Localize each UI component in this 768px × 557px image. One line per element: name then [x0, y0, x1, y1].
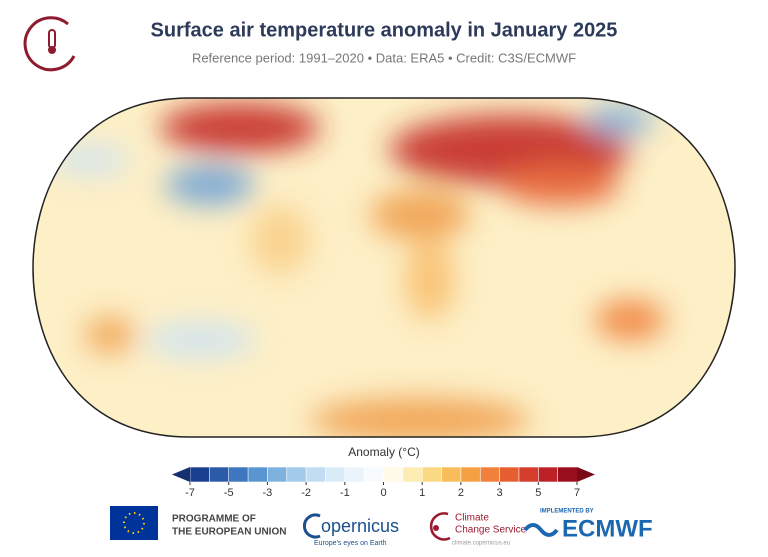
color-box [305, 466, 327, 483]
color-box [267, 466, 288, 483]
map-border [32, 97, 736, 438]
color-box [499, 466, 520, 483]
color-box [421, 466, 443, 483]
c3s-url: climate.copernicus.eu [452, 541, 510, 547]
color-box [557, 466, 578, 483]
tick-label: -3 [263, 487, 273, 499]
color-box [228, 466, 249, 483]
color-box [209, 466, 230, 483]
tick-label: 7 [574, 487, 580, 499]
tick-label: -1 [340, 487, 350, 499]
copernicus-tagline: Europe's eyes on Earth [314, 540, 387, 547]
over-triangle [577, 467, 595, 482]
copernicus-name: opernicus [321, 516, 399, 536]
color-box [518, 466, 539, 483]
eu-line2: THE EUROPEAN UNION [172, 527, 286, 538]
tick-label: 5 [535, 487, 541, 499]
color-box [383, 466, 404, 483]
logo-top [23, 16, 76, 72]
tick-label: 1 [419, 487, 425, 499]
colorbar-label: Anomaly (°C) [348, 445, 419, 459]
color-box [344, 466, 365, 483]
copernicus-c [302, 513, 321, 539]
color-box [325, 466, 346, 483]
title: Surface air temperature anomaly in Janua… [151, 19, 618, 41]
tick-label: 3 [497, 487, 503, 499]
color-box [286, 466, 307, 483]
tick-label: -5 [224, 487, 234, 499]
color-box [460, 466, 481, 483]
ecmwf-wave [523, 523, 559, 537]
color-box [441, 466, 462, 483]
tick-label: -2 [301, 487, 311, 499]
tick-label: 0 [380, 487, 386, 499]
color-box [189, 466, 210, 483]
subtitle: Reference period: 1991–2020 • Data: ERA5… [192, 50, 576, 65]
tick-label: 2 [458, 487, 464, 499]
c3s-line1: Climate [455, 513, 489, 524]
map [33, 98, 735, 437]
c3s-dot [433, 525, 439, 531]
logo-eu [110, 506, 158, 540]
ecmwf-label: IMPLEMENTED BY [540, 509, 594, 515]
under-triangle [172, 467, 190, 482]
c3s-line2: Change Service [455, 525, 527, 536]
color-box [363, 466, 385, 483]
c3s-logo [429, 512, 451, 541]
color-box [402, 466, 423, 483]
colorbar: -7 -5 -3 -2 -1 0 1 2 3 5 7 [172, 466, 595, 499]
tick-label: -7 [185, 487, 195, 499]
eu-line1: PROGRAMME OF [172, 514, 256, 525]
ecmwf-name: ECMWF [562, 515, 653, 542]
color-box [479, 466, 501, 483]
color-box [247, 466, 269, 483]
color-box [537, 466, 559, 483]
